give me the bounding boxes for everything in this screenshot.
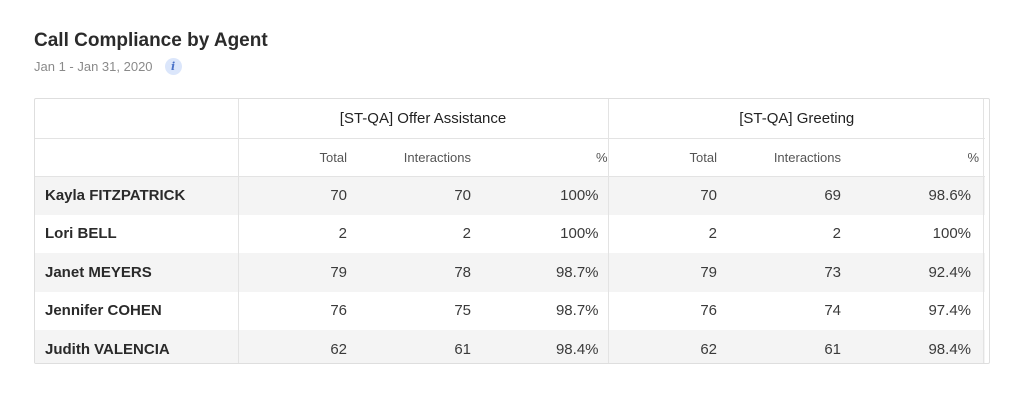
cell-interactions: 78 xyxy=(454,263,471,281)
cell-total: 76 xyxy=(237,291,355,330)
table-row: Kayla FITZPATRICK 70 70 100% 70 69 98.6% xyxy=(35,176,986,215)
cell-interactions: 74 xyxy=(824,302,842,320)
group-header-offer-assistance[interactable]: [ST-QA] Offer Assistance xyxy=(237,99,609,139)
cell-interactions: 61 xyxy=(824,340,842,358)
agent-header-cell xyxy=(35,99,238,139)
cell-percent: 98.7% xyxy=(555,263,599,281)
cell-interactions: 61 xyxy=(454,340,471,358)
cell-total: 2 xyxy=(607,214,726,253)
col-header-total[interactable]: Total xyxy=(237,138,355,177)
cell-interactions: 70 xyxy=(454,187,471,204)
col-header-interactions[interactable]: Interactions xyxy=(355,138,479,177)
agent-name: Lori BELL xyxy=(45,225,117,243)
cell-interactions: 73 xyxy=(824,263,842,281)
table-right-divider xyxy=(983,99,984,363)
cell-percent: 98.4% xyxy=(928,340,972,358)
cell-percent: 100% xyxy=(560,225,599,243)
cell-total: 79 xyxy=(237,253,355,292)
agent-name: Jennifer COHEN xyxy=(45,302,162,320)
cell-percent: 92.4% xyxy=(928,263,972,281)
report-header: Call Compliance by Agent Jan 1 - Jan 31,… xyxy=(34,28,268,75)
table-row: Judith VALENCIA 62 61 98.4% 62 61 98.4% xyxy=(35,330,986,363)
cell-percent: 97.4% xyxy=(928,302,972,320)
agent-name: Judith VALENCIA xyxy=(45,340,170,358)
cell-percent: 100% xyxy=(932,225,972,243)
info-icon[interactable]: i xyxy=(164,58,182,75)
subtitle-row: Jan 1 - Jan 31, 2020 i xyxy=(34,58,268,75)
cell-total: 62 xyxy=(607,330,726,363)
date-range: Jan 1 - Jan 31, 2020 xyxy=(34,59,153,74)
col-header-total[interactable]: Total xyxy=(607,138,726,177)
table-row: Jennifer COHEN 76 75 98.7% 76 74 97.4% xyxy=(35,291,985,330)
col-header-percent[interactable]: % xyxy=(849,138,986,177)
table-row: Lori BELL 2 2 100% 2 2 100% xyxy=(35,214,985,253)
cell-total: 70 xyxy=(237,176,355,215)
cell-percent: 98.7% xyxy=(555,302,599,320)
cell-total: 70 xyxy=(607,176,726,215)
cell-interactions: 2 xyxy=(462,225,471,243)
agent-subheader-cell xyxy=(35,138,238,177)
group-header-greeting[interactable]: [ST-QA] Greeting xyxy=(607,99,986,139)
compliance-table-container: [ST-QA] Offer Assistance [ST-QA] Greetin… xyxy=(34,98,990,364)
col-header-percent[interactable]: % xyxy=(479,138,609,177)
col-header-interactions[interactable]: Interactions xyxy=(725,138,850,177)
agent-name: Kayla FITZPATRICK xyxy=(45,187,186,204)
cell-total: 2 xyxy=(237,214,355,253)
cell-interactions: 75 xyxy=(454,302,471,320)
page-title: Call Compliance by Agent xyxy=(34,30,268,51)
group-header-row: [ST-QA] Offer Assistance [ST-QA] Greetin… xyxy=(35,99,986,139)
table-row: Janet MEYERS 79 78 98.7% 79 73 92.4% xyxy=(35,253,986,292)
compliance-table: [ST-QA] Offer Assistance [ST-QA] Greetin… xyxy=(35,99,986,363)
cell-percent: 100% xyxy=(560,187,599,204)
cell-total: 79 xyxy=(607,253,726,292)
cell-percent: 98.6% xyxy=(928,187,972,204)
cell-total: 76 xyxy=(607,291,726,330)
cell-interactions: 2 xyxy=(832,225,842,243)
cell-percent: 98.4% xyxy=(555,340,599,358)
agent-name: Janet MEYERS xyxy=(45,263,152,281)
cell-interactions: 69 xyxy=(824,187,842,204)
cell-total: 62 xyxy=(237,330,355,363)
sub-header-row: Total Interactions % Total Interactions … xyxy=(35,138,986,177)
